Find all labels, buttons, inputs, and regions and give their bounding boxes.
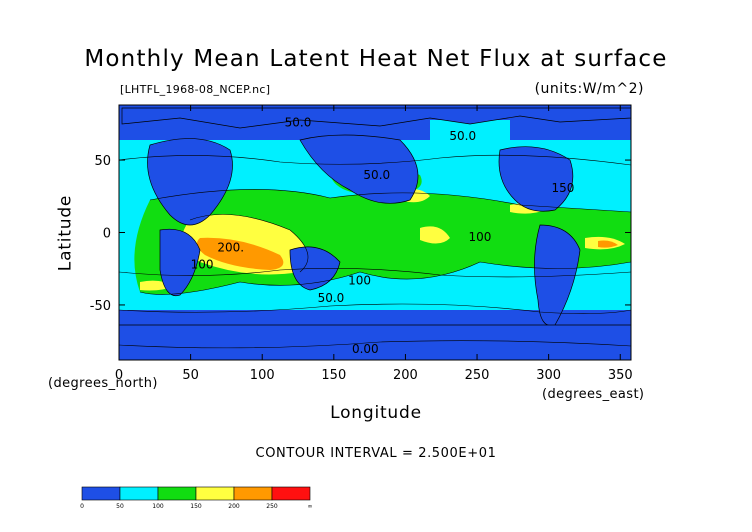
contour-label: 50.0: [318, 291, 345, 305]
x-tick-label: 200: [393, 368, 418, 383]
x-unit-note: (degrees_east): [542, 387, 645, 402]
contour-label: 50.0: [449, 129, 476, 143]
x-tick-label: 50: [182, 368, 199, 383]
x-tick-label: 150: [321, 368, 346, 383]
chart-title: Monthly Mean Latent Heat Net Flux at sur…: [84, 46, 668, 72]
y-tick-label: 0: [103, 227, 111, 242]
colorbar-level-label: 150: [190, 503, 202, 510]
colorbar-level-label: 200: [228, 503, 240, 510]
contour-label: 100: [348, 274, 371, 288]
x-axis-label: Longitude: [330, 403, 422, 423]
y-tick-label: -50: [90, 299, 111, 314]
contour-label: 0.00: [352, 342, 379, 356]
contour-label: 200.: [217, 240, 244, 254]
x-tick-label: 100: [250, 368, 275, 383]
x-tick-label: 0: [115, 368, 123, 383]
flux-band-200-250: [196, 237, 618, 270]
colorbar-swatch: [233, 486, 273, 501]
contour-label: 100: [191, 258, 214, 272]
x-tick-label: 300: [536, 368, 561, 383]
colorbar-swatch: [195, 486, 235, 501]
contour-lines: [119, 154, 631, 349]
colorbar-swatch: [271, 486, 311, 501]
y-tick-label: 50: [94, 154, 111, 169]
x-tick-label: 350: [608, 368, 633, 383]
colorbar-swatch: [157, 486, 197, 501]
colorbar-level-label: 100: [152, 503, 164, 510]
contour-label: 50.0: [285, 116, 312, 130]
colorbar-level-label: 0: [80, 503, 84, 510]
y-unit-note: (degrees_north): [48, 376, 158, 391]
x-tick-label: 250: [465, 368, 490, 383]
colorbar-level-label: 250: [266, 503, 278, 510]
colorbar-level-label: 50: [116, 503, 124, 510]
colorbar-swatch: [81, 486, 121, 501]
colorbar-swatch: [119, 486, 159, 501]
colorbar-level-label: ∞: [308, 503, 313, 510]
dataset-filename: [LHTFL_1968-08_NCEP.nc]: [120, 83, 271, 96]
contour-label: 50.0: [363, 168, 390, 182]
contour-label: 100: [468, 230, 491, 244]
contour-interval-label: CONTOUR INTERVAL = 2.500E+01: [255, 446, 497, 461]
units-label: (units:W/m^2): [534, 81, 644, 97]
contour-label: 150: [552, 181, 575, 195]
